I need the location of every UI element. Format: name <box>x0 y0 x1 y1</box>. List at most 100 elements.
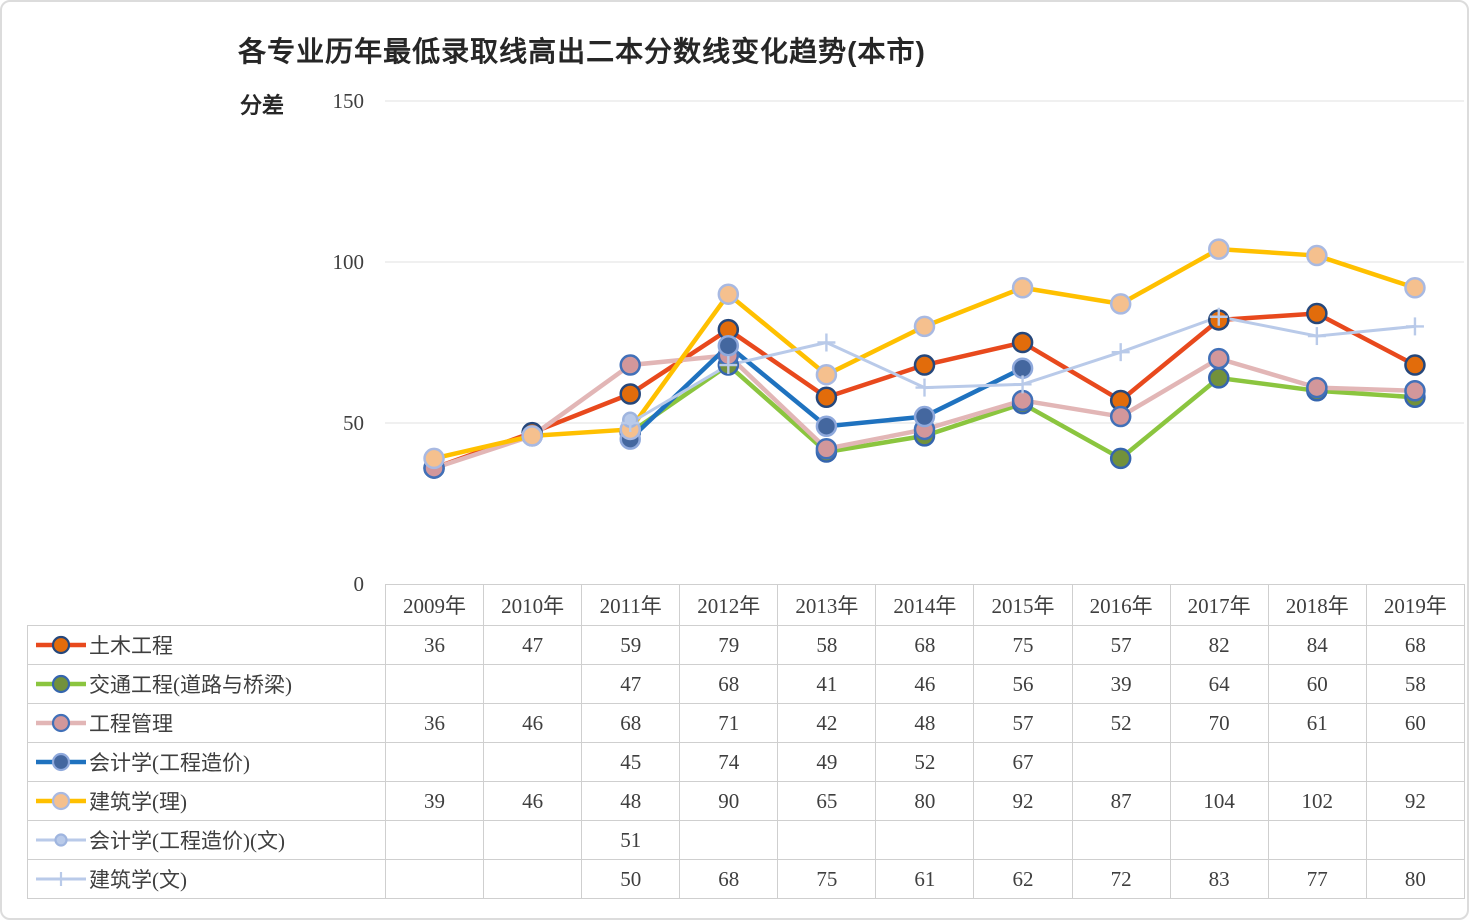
year-header-cell: 2009年 <box>384 584 485 626</box>
series-marker-2 <box>1011 389 1034 412</box>
table-value-cell <box>1267 820 1367 860</box>
table-value-cell <box>1365 820 1465 860</box>
table-value-cell: 51 <box>581 820 681 860</box>
legend-cell-3: 会计学(工程造价) <box>27 742 386 782</box>
table-value-cell <box>1169 742 1269 782</box>
table-value-cell: 84 <box>1267 625 1367 665</box>
legend-cell-5: 会计学(工程造价)(文) <box>27 820 386 860</box>
series-marker-6 <box>817 333 836 352</box>
table-value-cell: 57 <box>973 703 1073 743</box>
series-name-label: 交通工程(道路与桥梁) <box>89 673 292 697</box>
table-value-cell: 36 <box>384 625 485 665</box>
table-row: 建筑学(文) 50 68 75 61 62 72 83 77 80 <box>27 859 1465 899</box>
series-marker-6 <box>1209 307 1228 326</box>
table-value-cell: 75 <box>973 625 1073 665</box>
table-value-cell: 50 <box>581 859 681 899</box>
table-value-cell: 68 <box>875 625 975 665</box>
table-value-cell: 74 <box>679 742 779 782</box>
table-value-cell: 72 <box>1071 859 1171 899</box>
table-value-cell: 46 <box>875 664 975 704</box>
series-marker-3 <box>913 405 936 428</box>
y-tick-150: 150 <box>332 89 365 113</box>
table-value-cell: 68 <box>679 664 779 704</box>
table-value-cell: 77 <box>1267 859 1367 899</box>
table-value-cell: 75 <box>777 859 877 899</box>
legend-line-marker-icon <box>36 872 86 886</box>
legend-line-marker-icon <box>36 635 86 655</box>
series-marker-3 <box>717 334 740 357</box>
series-marker-4 <box>913 315 936 338</box>
series-name-label: 会计学(工程造价)(文) <box>89 829 285 853</box>
series-marker-2 <box>1109 405 1132 428</box>
year-header-cell: 2014年 <box>875 584 975 626</box>
year-header-cell: 2010年 <box>483 584 583 626</box>
series-marker-6 <box>1405 317 1424 336</box>
legend-line-marker-icon <box>36 752 86 772</box>
table-value-cell: 92 <box>1365 781 1465 821</box>
table-value-cell: 80 <box>1365 859 1465 899</box>
series-marker-6 <box>915 378 934 397</box>
table-value-cell: 56 <box>973 664 1073 704</box>
table-value-cell <box>483 664 583 704</box>
series-marker-3 <box>1011 357 1034 380</box>
series-marker-4 <box>717 283 740 305</box>
series-marker-3 <box>815 415 838 437</box>
table-row: 交通工程(道路与桥梁) 47 68 41 46 56 39 64 60 58 <box>27 664 1465 704</box>
table-value-cell: 45 <box>581 742 681 782</box>
table-value-cell: 46 <box>483 781 583 821</box>
year-header-cell: 2013年 <box>777 584 877 626</box>
legend-cell-0: 土木工程 <box>27 625 386 665</box>
legend-line-marker-icon <box>36 833 86 847</box>
series-marker-4 <box>1404 277 1426 299</box>
table-value-cell <box>1267 742 1367 782</box>
table-value-cell: 52 <box>1071 703 1171 743</box>
table-row: 会计学(工程造价) 45 74 49 52 67 <box>27 742 1465 782</box>
table-value-cell: 49 <box>777 742 877 782</box>
year-header-cell: 2011年 <box>581 584 681 626</box>
table-value-cell: 39 <box>384 781 485 821</box>
series-name-label: 工程管理 <box>89 712 173 736</box>
series-marker-0 <box>1404 354 1426 376</box>
year-header-cell: 2012年 <box>679 584 779 626</box>
series-marker-4 <box>423 447 445 470</box>
series-marker-0 <box>815 386 838 408</box>
table-value-cell <box>679 820 779 860</box>
table-value-cell: 36 <box>384 703 485 743</box>
table-value-cell <box>483 742 583 782</box>
table-row: 会计学(工程造价)(文) 51 <box>27 820 1465 860</box>
table-value-cell: 61 <box>875 859 975 899</box>
series-marker-6 <box>719 356 738 375</box>
legend-line-marker-icon <box>36 674 86 694</box>
table-value-cell: 58 <box>777 625 877 665</box>
series-marker-4 <box>1011 277 1034 299</box>
y-tick-100: 100 <box>332 250 365 274</box>
table-value-cell: 80 <box>875 781 975 821</box>
table-value-cell <box>483 820 583 860</box>
year-header-cell: 2018年 <box>1267 584 1367 626</box>
series-name-label: 会计学(工程造价) <box>89 751 250 775</box>
table-value-cell: 39 <box>1071 664 1171 704</box>
legend-cell-2: 工程管理 <box>27 703 386 743</box>
table-value-cell: 82 <box>1169 625 1269 665</box>
series-marker-0 <box>913 354 936 376</box>
data-table: 2009年 2010年 2011年 2012年 2013年 2014年 2015年 2016年… <box>27 584 1465 899</box>
table-value-cell <box>1169 820 1269 860</box>
table-value-cell: 65 <box>777 781 877 821</box>
table-value-cell: 68 <box>1365 625 1465 665</box>
y-axis-title: 分差 <box>240 93 285 118</box>
table-value-cell: 71 <box>679 703 779 743</box>
series-marker-4 <box>1109 293 1132 315</box>
series-marker-2 <box>1404 380 1426 402</box>
series-marker-0 <box>1306 302 1328 325</box>
table-value-cell: 92 <box>973 781 1073 821</box>
table-value-cell <box>777 820 877 860</box>
table-value-cell <box>384 664 485 704</box>
chart-title: 各专业历年最低录取线高出二本分数线变化趋势(本市) <box>238 36 926 67</box>
series-marker-4 <box>815 363 838 386</box>
table-value-cell <box>384 742 485 782</box>
legend-cell-4: 建筑学(理) <box>27 781 386 821</box>
series-name-label: 建筑学(文) <box>89 868 187 892</box>
table-corner-cell <box>28 585 386 626</box>
table-value-cell: 58 <box>1365 664 1465 704</box>
